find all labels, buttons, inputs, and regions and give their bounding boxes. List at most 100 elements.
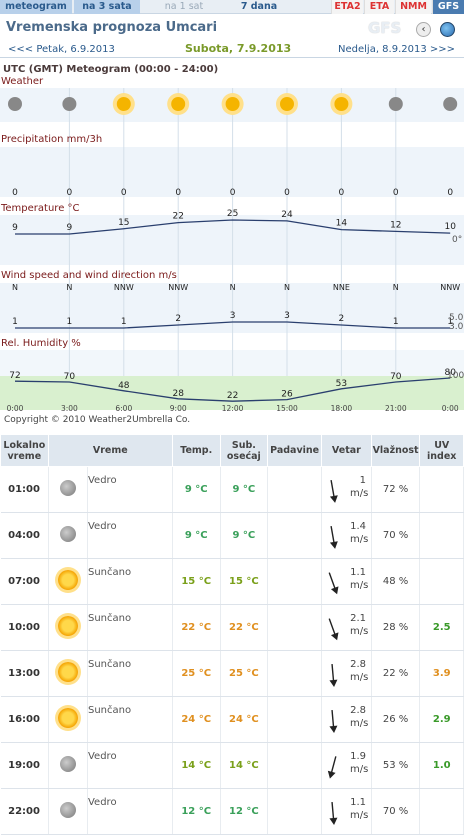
wind-direction-label: NNW: [440, 283, 460, 292]
row-time: 07:00: [0, 558, 49, 605]
precipitation-value: 0: [12, 188, 18, 198]
wind-axis-tick: 5.0: [449, 313, 464, 323]
precipitation-value: 0: [175, 188, 181, 198]
row-time: 10:00: [0, 604, 49, 651]
x-tick-label: 12:00: [222, 404, 244, 413]
tab-meteogram[interactable]: meteogram: [0, 0, 72, 14]
top-tab-bar: meteogram na 3 sata na 1 sat 7 dana ETA2…: [0, 0, 464, 14]
weather-section-label: Weather: [1, 76, 44, 87]
humidity-value: 22: [227, 391, 238, 401]
row-precipitation: [267, 696, 323, 743]
temperature-value: 14: [336, 219, 348, 229]
precipitation-value: 0: [393, 188, 399, 198]
humidity-line: [14, 377, 451, 402]
temperature-value: 15: [118, 218, 129, 228]
forecast-table: Lokalno vreme Vreme Temp. Sub. osećaj Pa…: [0, 434, 464, 835]
wind-direction-label: N: [230, 283, 236, 292]
wind-band: [0, 283, 464, 333]
row-wind: 1.1 m/s: [321, 788, 372, 835]
model-gfs[interactable]: GFS: [432, 0, 464, 14]
model-eta[interactable]: ETA: [364, 0, 394, 14]
globe-icon[interactable]: [440, 22, 455, 37]
wind-direction-label: N: [393, 283, 399, 292]
row-uv-index: [419, 512, 464, 559]
wind-direction-label: NNE: [333, 283, 350, 292]
row-uv-index: [419, 466, 464, 513]
row-temperature: 15 °C: [172, 558, 221, 605]
x-tick-label: 21:00: [385, 404, 407, 413]
wind-direction-icon: [329, 663, 338, 687]
humidity-value: 53: [336, 379, 347, 389]
row-description: Sunčano: [87, 696, 173, 743]
row-description: Vedro: [87, 512, 173, 559]
temperature-value: 22: [172, 212, 183, 222]
row-precipitation: [267, 512, 323, 559]
row-icon-cell: [48, 558, 88, 605]
row-time: 22:00: [0, 788, 49, 835]
wind-value: 1: [447, 317, 453, 327]
row-feels-like: 9 °C: [220, 466, 269, 513]
precipitation-value: 0: [230, 188, 236, 198]
wind-direction-icon: [328, 571, 339, 594]
tab-3-hours[interactable]: na 3 sata: [74, 0, 140, 14]
temperature-line: [15, 219, 451, 235]
row-temperature: 24 °C: [172, 696, 221, 743]
wind-speed: 1: [359, 474, 367, 486]
row-humidity: 72 %: [371, 466, 421, 513]
row-temperature: 9 °C: [172, 466, 221, 513]
row-icon-cell: [48, 466, 88, 513]
previous-day-link[interactable]: <<< Petak, 6.9.2013: [8, 44, 115, 55]
row-temperature: 12 °C: [172, 788, 221, 835]
moon-icon: [59, 526, 76, 542]
row-wind: 1.4 m/s: [321, 512, 372, 559]
back-arrow-icon[interactable]: ‹: [416, 22, 431, 37]
header-wind: Vetar: [321, 434, 372, 467]
temperature-value: 24: [281, 210, 293, 220]
wind-direction-icon: [329, 525, 338, 549]
next-day-link[interactable]: Nedelja, 8.9.2013 >>>: [338, 44, 456, 55]
row-wind: 2.8 m/s: [321, 650, 372, 697]
row-description: Sunčano: [87, 650, 173, 697]
humidity-value: 70: [390, 372, 402, 382]
temperature-value: 9: [12, 223, 18, 233]
sun-icon: [57, 616, 78, 636]
row-uv-index: [419, 788, 464, 835]
row-uv-index: 2.5: [419, 604, 464, 651]
row-humidity: 26 %: [371, 696, 421, 743]
x-tick-label: 0:00: [442, 404, 459, 413]
row-precipitation: [267, 788, 323, 835]
tab-7-days[interactable]: 7 dana: [240, 1, 278, 12]
wind-value: 3: [230, 311, 236, 321]
moon-icon: [388, 97, 403, 111]
header-local-time: Lokalno vreme: [0, 434, 49, 467]
temperature-value: 12: [390, 220, 401, 230]
x-tick-label: 15:00: [276, 404, 298, 413]
row-description: Sunčano: [87, 604, 173, 651]
moon-icon: [8, 97, 22, 111]
moon-icon: [443, 97, 458, 111]
table-row: 01:00 Vedro 9 °C 9 °C 1 m/s 72 %: [0, 466, 464, 513]
row-feels-like: 24 °C: [220, 696, 269, 743]
wind-value: 2: [339, 314, 345, 324]
table-header-row: Lokalno vreme Vreme Temp. Sub. osećaj Pa…: [0, 434, 464, 467]
tab-1-hour[interactable]: na 1 sat: [164, 1, 204, 12]
temperature-value: 25: [227, 209, 238, 219]
row-description: Vedro: [87, 466, 173, 513]
row-humidity: 53 %: [371, 742, 421, 789]
moon-icon: [59, 756, 76, 772]
model-nmm[interactable]: NMM: [395, 0, 431, 14]
wind-section-label: Wind speed and wind direction m/s: [1, 270, 177, 281]
sun-icon: [280, 97, 294, 111]
header-weather: Vreme: [47, 434, 173, 467]
row-humidity: 22 %: [371, 650, 421, 697]
model-eta2[interactable]: ETA2: [331, 0, 363, 14]
x-tick-label: 18:00: [331, 404, 353, 413]
sun-icon: [225, 97, 240, 111]
row-precipitation: [267, 650, 323, 697]
table-row: 07:00 Sunčano 15 °C 15 °C 1.1 m/s 48 %: [0, 558, 464, 605]
row-time: 16:00: [0, 696, 49, 743]
sun-icon: [116, 97, 131, 111]
row-precipitation: [267, 604, 323, 651]
wind-speed: 1.1: [350, 566, 367, 578]
moon-icon: [62, 97, 77, 111]
